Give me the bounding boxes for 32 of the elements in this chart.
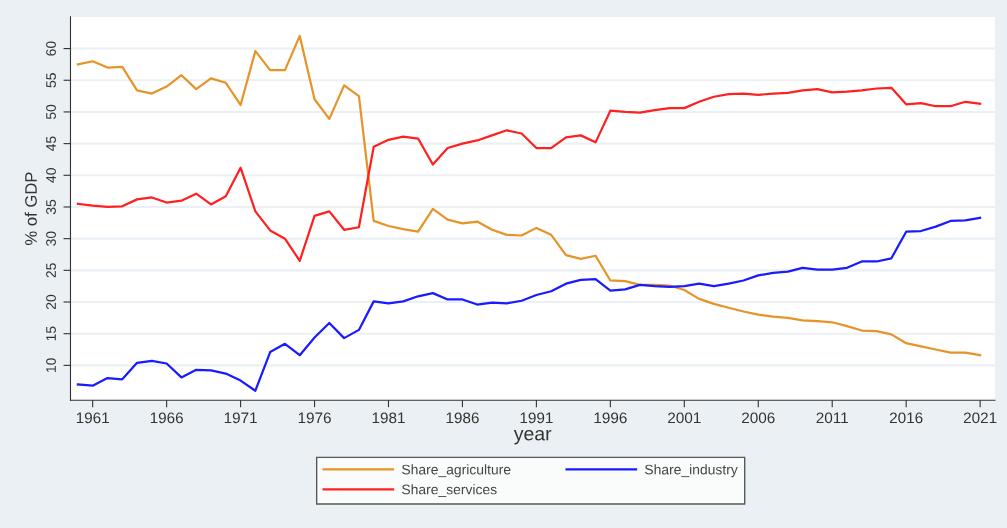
x-tick-label: 1996: [594, 412, 627, 424]
y-tick-label: 45: [46, 136, 56, 152]
x-tick-label: 1991: [520, 412, 553, 424]
legend-label: Share_agriculture: [402, 464, 511, 478]
y-tick-label: 35: [46, 199, 56, 215]
y-tick-label: 50: [46, 104, 56, 120]
y-tick-label: 60: [46, 41, 56, 56]
y-tick-label: 40: [46, 168, 56, 183]
y-tick-label: 15: [46, 326, 56, 341]
y-tick-label: 30: [46, 231, 56, 246]
legend-label: Share_industry: [644, 464, 738, 478]
x-tick-label: 1966: [150, 412, 183, 424]
y-axis-title: % of GDP: [24, 172, 37, 246]
x-tick-label: 2001: [668, 412, 701, 424]
legend-label: Share_services: [402, 484, 497, 497]
x-tick-label: 2011: [816, 412, 848, 424]
y-tick-label: 10: [46, 358, 56, 373]
y-tick-label: 55: [46, 73, 56, 88]
x-tick-label: 1981: [372, 412, 405, 424]
x-tick-label: 1986: [446, 412, 479, 424]
x-tick-label: 1961: [76, 412, 109, 424]
x-tick-label: 1971: [224, 412, 257, 424]
line-series: [76, 34, 982, 357]
y-tick-label: 25: [46, 263, 56, 278]
line-series: [76, 86, 982, 262]
x-tick-label: 2021: [963, 412, 997, 424]
x-tick-label: 2006: [742, 412, 775, 424]
x-tick-label: 1976: [298, 412, 331, 424]
line-series: [76, 216, 982, 392]
y-tick-label: 20: [46, 294, 56, 310]
x-axis-title: year: [513, 429, 552, 445]
x-tick-label: 2016: [889, 412, 923, 424]
